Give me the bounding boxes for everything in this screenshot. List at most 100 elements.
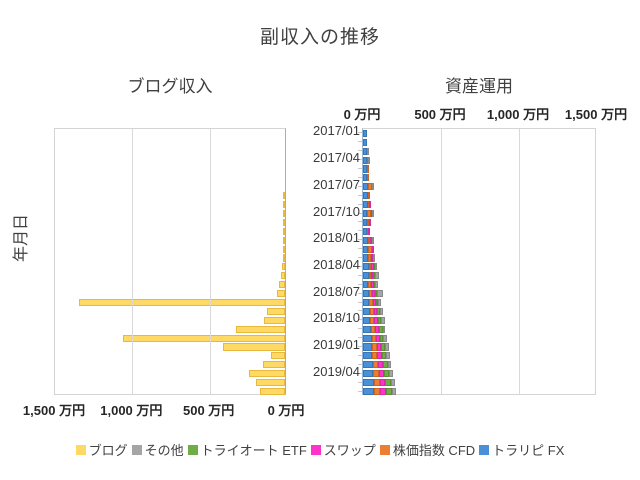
bar-blog — [79, 298, 285, 307]
left-bar-row — [55, 192, 285, 200]
category-tickmark — [358, 337, 362, 339]
category-tickmark — [358, 363, 362, 365]
category-tickmark — [358, 176, 362, 178]
right-bar-row — [363, 316, 595, 324]
bar-blog — [271, 352, 285, 360]
bar-segment — [368, 272, 372, 280]
bar-segment — [363, 201, 368, 209]
legend-item-1[interactable]: その他 — [131, 440, 184, 459]
bar-segment — [363, 138, 368, 146]
bar-segment — [368, 290, 373, 298]
category-tickmark — [358, 159, 362, 161]
bar-segment — [372, 298, 376, 307]
bar-segment — [379, 307, 383, 315]
bar-segment — [377, 352, 383, 360]
left-bar-row — [55, 254, 285, 262]
bar-segment — [363, 290, 369, 298]
bar-segment — [392, 387, 397, 396]
legend-swatch-icon — [479, 444, 490, 455]
category-tickmark — [358, 346, 362, 348]
right-bar-row — [363, 334, 595, 342]
left-bar-row — [55, 370, 285, 378]
bar-segment — [363, 245, 369, 253]
right-bar-row — [363, 183, 595, 191]
bar-segment — [367, 201, 370, 209]
right-bar-row — [363, 236, 595, 244]
bar-segment — [367, 183, 373, 191]
bar-segment — [386, 387, 392, 396]
bar-segment — [368, 227, 371, 235]
category-tickmark — [358, 221, 362, 223]
bar-blog — [122, 334, 285, 342]
bar-segment — [380, 387, 387, 396]
legend-label: その他 — [144, 443, 184, 458]
category-label: 2018/01 — [313, 230, 360, 246]
bar-segment — [363, 361, 373, 369]
bar-blog — [283, 218, 285, 226]
bar-segment — [375, 334, 380, 342]
right-bar-row — [363, 147, 595, 155]
bar-blog — [282, 254, 285, 262]
bar-segment — [371, 254, 374, 262]
right-bar-row — [363, 192, 595, 200]
bar-blog — [235, 325, 285, 333]
category-tickmark — [358, 283, 362, 285]
category-tickmark — [358, 248, 362, 250]
bar-segment — [363, 325, 371, 333]
legend-item-5[interactable]: トラリピ FX — [479, 440, 564, 459]
right-bar-row — [363, 352, 595, 360]
bar-segment — [377, 361, 383, 369]
bar-segment — [369, 201, 372, 209]
bar-segment — [363, 307, 370, 315]
legend-label: スワップ — [323, 443, 376, 458]
right-bar-row — [363, 361, 595, 369]
right-bar-row — [363, 165, 595, 173]
category-label: 2018/04 — [313, 256, 360, 272]
category-tickmark — [358, 257, 362, 259]
right-bar-row — [363, 307, 595, 315]
left-chart-bars — [55, 129, 285, 396]
legend-item-2[interactable]: トライオート ETF — [187, 440, 307, 459]
bar-segment — [371, 272, 374, 280]
bar-segment — [374, 263, 377, 271]
category-tickmark — [358, 328, 362, 330]
left-bar-row — [55, 209, 285, 218]
bar-blog — [283, 209, 285, 218]
bar-segment — [373, 272, 376, 280]
bar-segment — [374, 290, 377, 298]
legend-swatch-icon — [187, 444, 198, 455]
right-bar-row — [363, 325, 595, 333]
category-label: 2018/07 — [313, 283, 360, 299]
bar-segment — [385, 379, 391, 387]
legend-label: トライオート ETF — [200, 443, 307, 458]
right-bar-row — [363, 174, 595, 182]
bar-segment — [372, 183, 375, 191]
bar-segment — [363, 227, 367, 235]
legend-item-0[interactable]: ブログ — [75, 440, 128, 459]
bar-segment — [371, 236, 374, 244]
left-bar-row — [55, 316, 285, 324]
right-bar-row — [363, 218, 595, 226]
bar-blog — [260, 387, 285, 396]
left-bar-row — [55, 361, 285, 369]
bar-segment — [363, 236, 368, 244]
bar-segment — [368, 263, 372, 271]
right-chart-bars — [363, 129, 595, 396]
left-bar-row — [55, 218, 285, 226]
bar-segment — [376, 343, 382, 351]
bar-segment — [379, 379, 386, 387]
left-x-tick-0: 1,500 万円 — [22, 403, 86, 418]
legend-item-4[interactable]: 株価指数 CFD — [379, 440, 475, 459]
legend-item-3[interactable]: スワップ — [310, 440, 376, 459]
left-bar-row — [55, 139, 285, 146]
right-bar-row — [363, 298, 595, 307]
category-tickmark — [358, 390, 362, 392]
legend-swatch-icon — [131, 444, 142, 455]
bar-segment — [373, 281, 376, 289]
bar-segment — [385, 343, 389, 351]
bar-segment — [363, 254, 369, 262]
chart-title: 副収入の推移 — [259, 27, 380, 48]
bar-blog — [283, 192, 285, 200]
category-axis-labels: 2017/01 2017/04 2017/07 2017/10 2018/01 2018/… — [286, 123, 362, 395]
bar-segment — [367, 192, 370, 200]
